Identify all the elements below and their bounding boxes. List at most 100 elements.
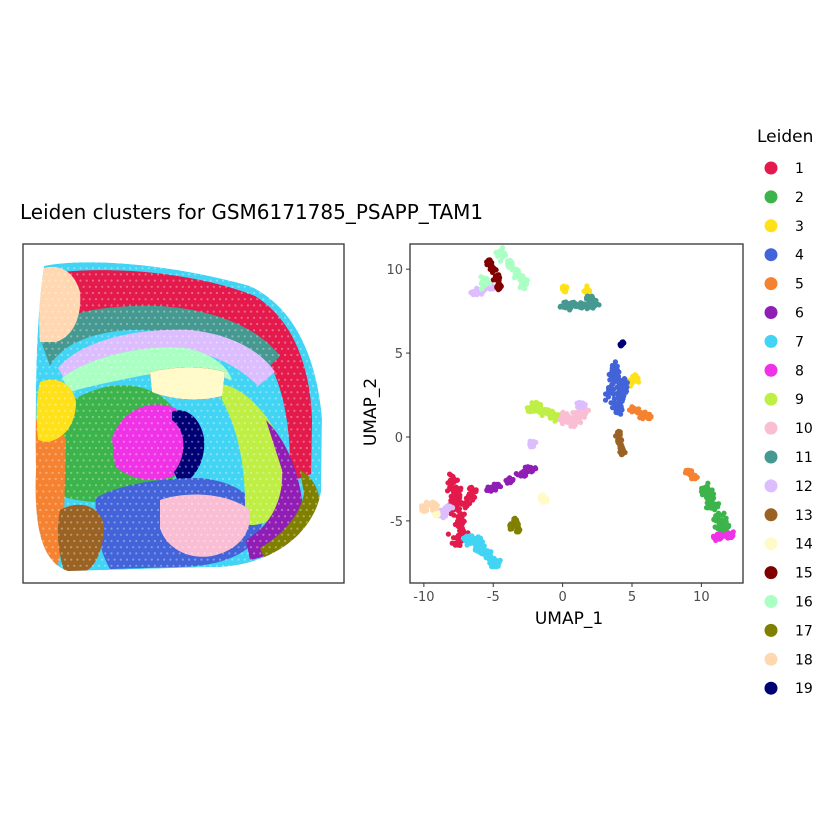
spatial-region (160, 494, 251, 557)
legend-label: 3 (795, 219, 804, 235)
spatial-cluster-10 (160, 494, 251, 557)
umap-point (454, 495, 460, 501)
umap-point (605, 394, 612, 400)
umap-cluster-14 (431, 492, 550, 519)
umap-point (620, 450, 626, 456)
umap-point (612, 359, 619, 365)
umap-point (540, 408, 546, 414)
umap-point (474, 540, 480, 546)
umap-cluster-8 (710, 529, 736, 544)
x-tick-label: -10 (413, 590, 434, 605)
umap-point (419, 506, 425, 512)
umap-point (587, 304, 593, 310)
umap-point (562, 303, 568, 309)
spatial-cluster-13 (57, 504, 104, 571)
umap-cluster-9 (524, 400, 565, 424)
umap-point (716, 535, 722, 542)
spatial-region (39, 266, 81, 342)
umap-point (440, 509, 446, 515)
umap-point (706, 501, 712, 507)
y-axis-label: UMAP_2 (361, 378, 381, 446)
umap-point (552, 418, 558, 424)
legend-swatch (764, 161, 778, 175)
legend-item-12: 12 (764, 479, 813, 495)
umap-point (557, 304, 563, 310)
umap-point (514, 269, 520, 275)
umap-point (619, 379, 625, 386)
umap-point (449, 487, 455, 493)
umap-point (704, 495, 710, 502)
spatial-cluster-18 (39, 266, 81, 342)
legend-swatch (764, 392, 778, 406)
spatial-cluster-1 (60, 270, 312, 482)
umap-point (539, 412, 545, 418)
umap-point (711, 517, 717, 523)
umap-point (503, 477, 509, 484)
legend-swatch (764, 306, 778, 319)
umap-frame (409, 243, 744, 584)
legend-label: 15 (795, 566, 813, 582)
legend-swatch (764, 566, 778, 580)
umap-point (458, 520, 464, 526)
spatial-cluster-11 (40, 305, 280, 376)
umap-points (418, 245, 736, 570)
legend-item-19: 19 (764, 681, 813, 697)
legend-label: 1 (795, 161, 804, 177)
umap-point (440, 515, 446, 521)
spatial-region (36, 379, 76, 442)
umap-point (522, 473, 528, 479)
legend-label: 19 (795, 681, 813, 697)
spatial-cluster-14 (150, 367, 225, 400)
umap-point (517, 284, 523, 291)
umap-point (488, 562, 495, 568)
umap-point (508, 261, 514, 267)
spatial-cluster-9 (222, 384, 290, 525)
umap-point (609, 365, 615, 372)
umap-point (544, 407, 551, 413)
y-tick-label: -5 (390, 515, 403, 530)
umap-point (496, 560, 502, 566)
umap-cluster-13 (613, 428, 628, 458)
umap-point (637, 414, 643, 420)
umap-point (585, 295, 591, 302)
umap-point (495, 273, 501, 279)
umap-point (616, 428, 622, 434)
spatial-region (246, 420, 302, 560)
umap-point (453, 477, 459, 484)
x-tick-label: -5 (487, 590, 500, 605)
umap-point (447, 503, 453, 509)
umap-point (496, 284, 502, 290)
umap-point (467, 485, 473, 491)
umap-point (721, 510, 727, 516)
umap-point (464, 502, 470, 508)
legend-label: 16 (795, 595, 813, 611)
spatial-frame (22, 243, 345, 584)
legend-item-15: 15 (764, 566, 813, 582)
umap-point (572, 419, 578, 426)
umap-point (444, 488, 451, 494)
umap-point (685, 469, 691, 475)
umap-point (457, 510, 463, 516)
umap-point (631, 373, 637, 379)
umap-point (562, 416, 568, 422)
spatial-cluster-8 (112, 404, 189, 480)
umap-point (460, 530, 466, 536)
umap-point (591, 300, 597, 306)
umap-cluster-17 (507, 515, 523, 535)
spatial-region (260, 470, 320, 562)
umap-point (433, 509, 440, 516)
umap-point (632, 408, 638, 414)
legend-item-9: 9 (764, 392, 804, 408)
umap-point (456, 541, 462, 547)
legend-swatch (764, 623, 778, 637)
legend-item-7: 7 (764, 334, 804, 350)
legend-swatch (764, 508, 778, 522)
legend-item-17: 17 (764, 623, 813, 639)
umap-point (560, 285, 566, 291)
legend-swatch (764, 277, 778, 291)
umap-point (728, 534, 735, 541)
umap-point (448, 498, 454, 504)
umap-point (609, 405, 616, 411)
umap-point (481, 283, 487, 289)
